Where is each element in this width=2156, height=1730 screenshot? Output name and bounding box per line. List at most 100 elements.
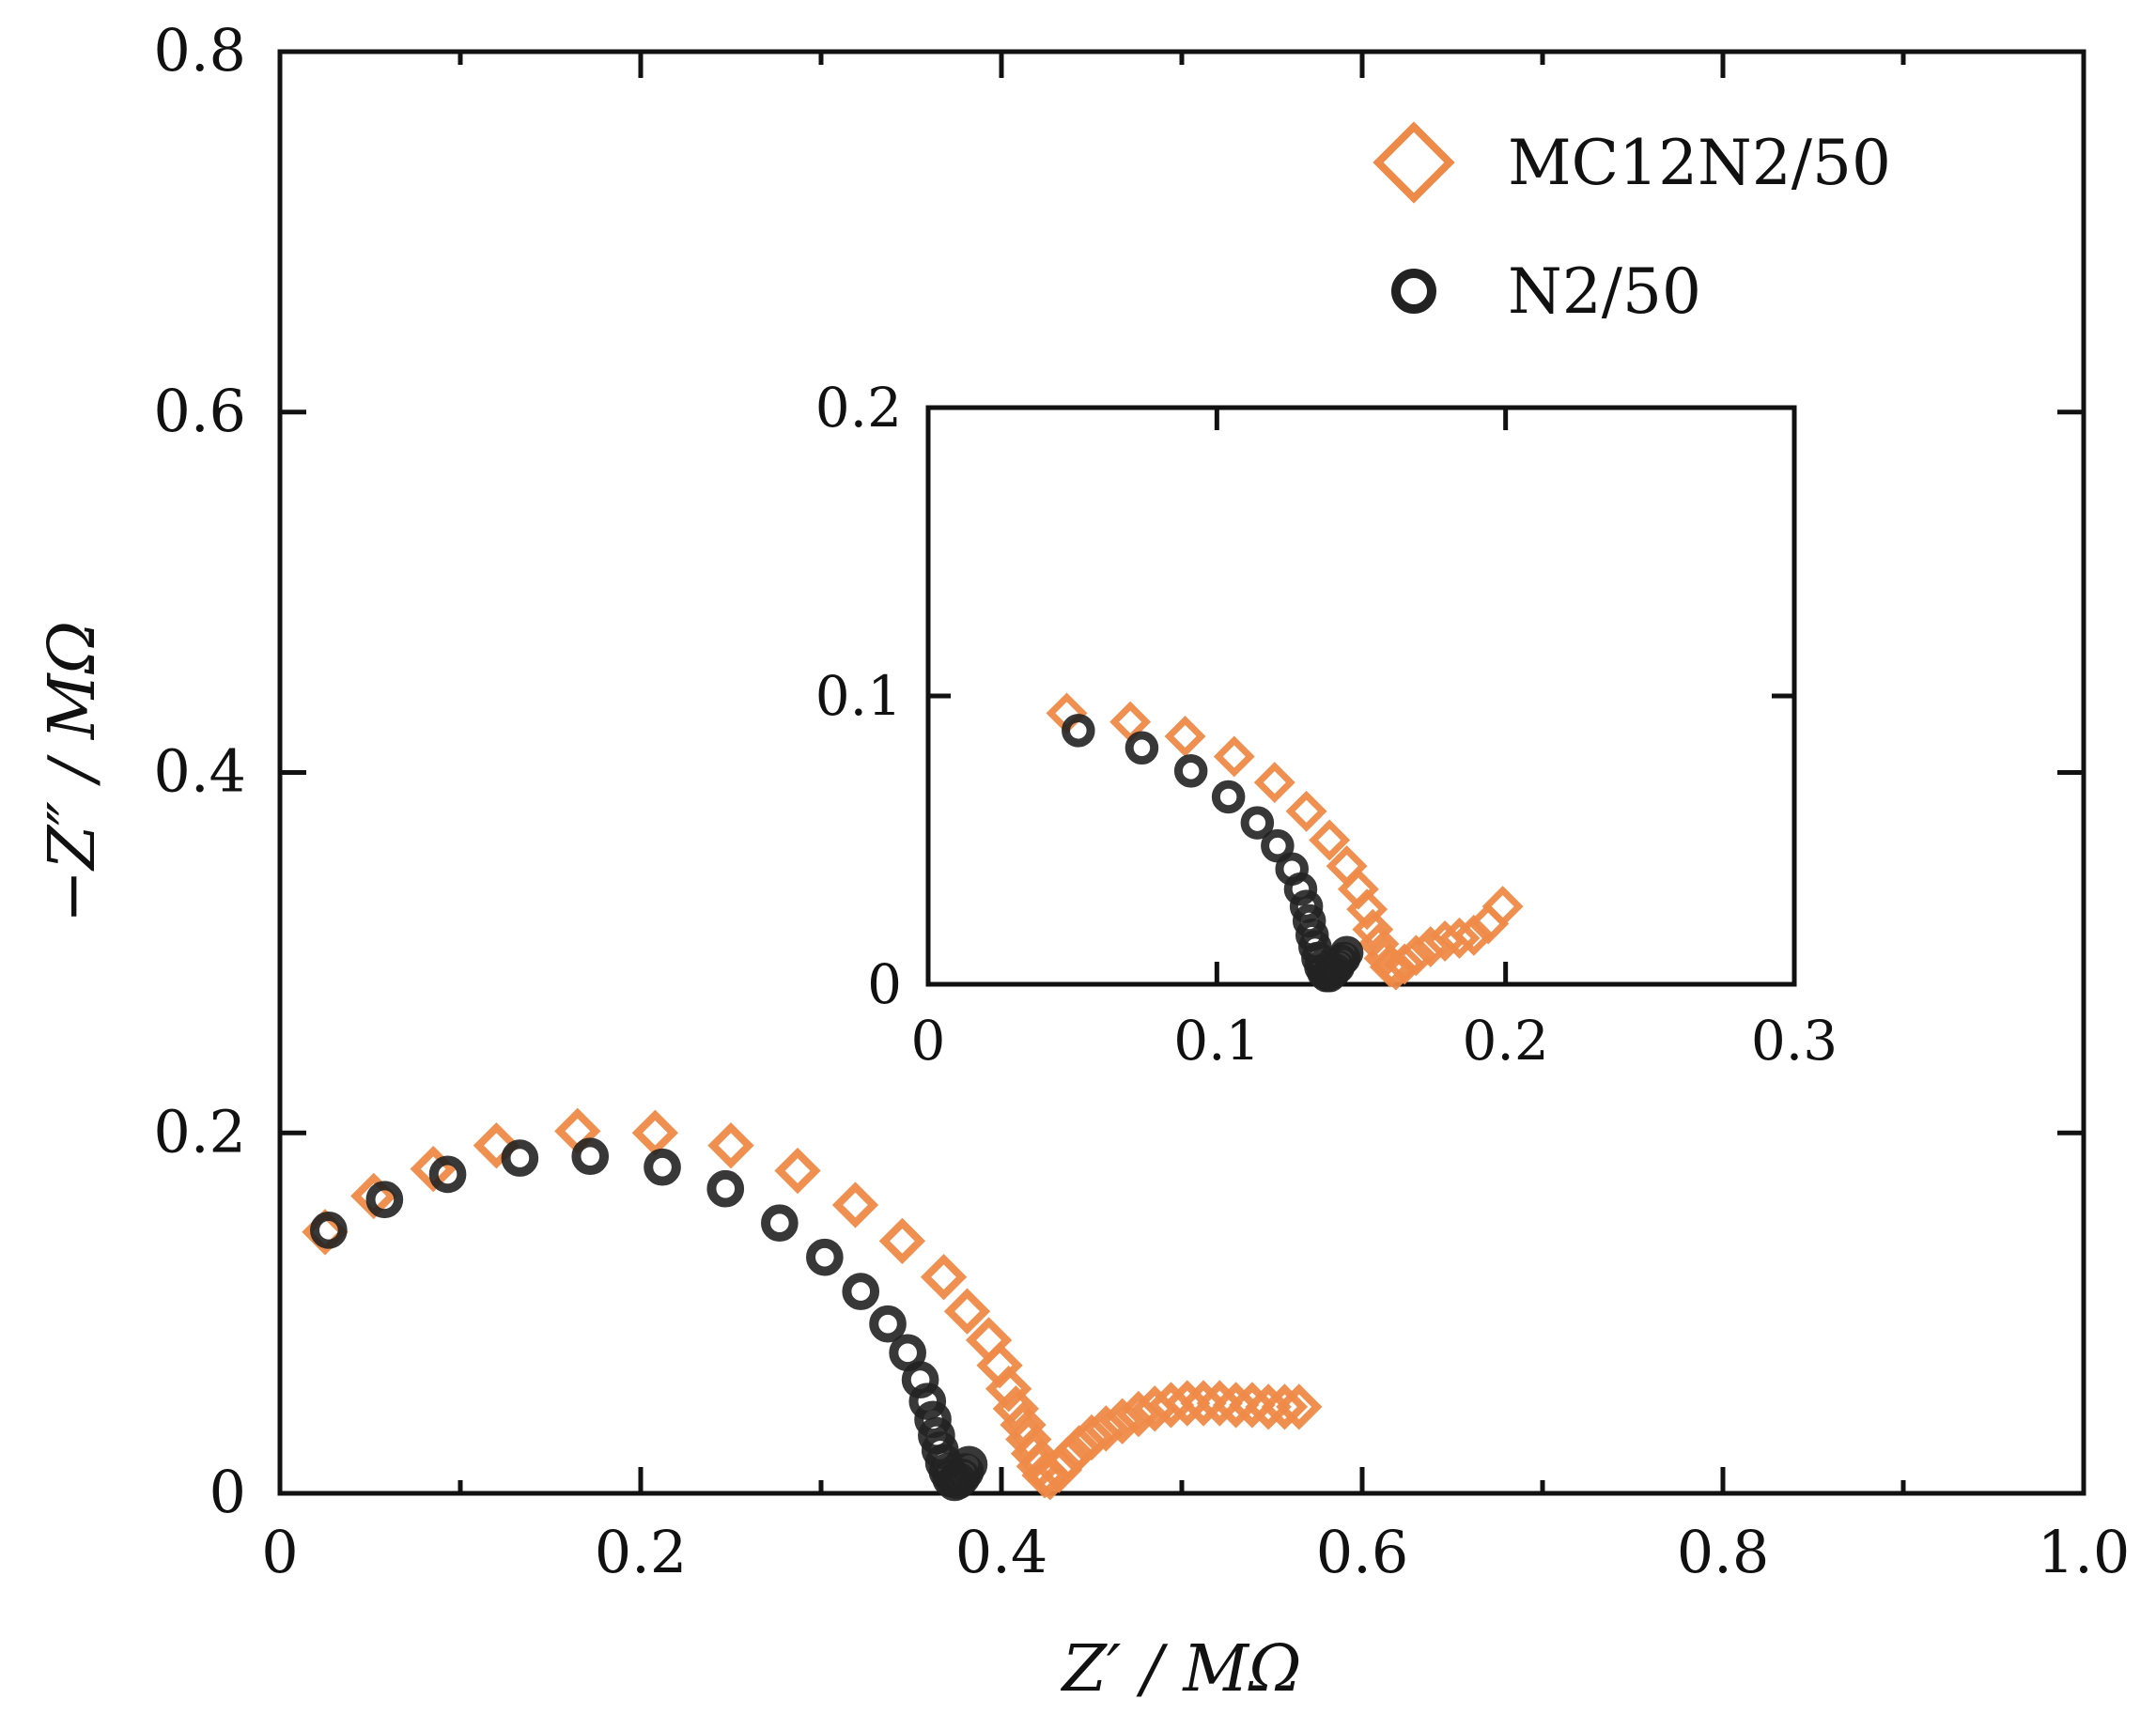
x-axis-title: Z′ / MΩ bbox=[1061, 1632, 1302, 1707]
circle-data-point bbox=[1240, 806, 1275, 840]
inset-ticks bbox=[925, 405, 1797, 987]
circle-data-point bbox=[950, 1445, 988, 1484]
x-tick-label: 0.4 bbox=[955, 1518, 1048, 1586]
diamond-data-point bbox=[1309, 819, 1351, 861]
diamond-data-point bbox=[1180, 1380, 1227, 1427]
circle-data-point bbox=[365, 1181, 404, 1219]
series-N2/50 bbox=[1062, 714, 1364, 993]
diamond-data-point bbox=[1438, 917, 1481, 959]
legend: MC12N2/50 N2/50 bbox=[1373, 121, 1891, 328]
diamond-data-point bbox=[473, 1122, 520, 1169]
diamond-data-point bbox=[1212, 1382, 1260, 1429]
diamond-data-point bbox=[1229, 1382, 1276, 1429]
circle-data-point bbox=[428, 1155, 467, 1194]
x-tick-label: 0.2 bbox=[1463, 1009, 1549, 1073]
diamond-data-point bbox=[1164, 1380, 1211, 1427]
circle-data-point bbox=[1211, 780, 1246, 814]
diamond-data-point bbox=[1068, 1413, 1115, 1461]
x-tick-label: 0 bbox=[261, 1518, 298, 1586]
diamond-data-point bbox=[1196, 1380, 1243, 1427]
circle-data-point bbox=[1261, 828, 1295, 863]
circle-data-point bbox=[1329, 935, 1364, 969]
x-tick-label: 0.1 bbox=[1173, 1009, 1260, 1073]
diamond-data-point bbox=[992, 1385, 1040, 1432]
circle-data-point bbox=[706, 1169, 745, 1208]
diamond-data-point bbox=[878, 1217, 926, 1265]
circle-data-point bbox=[1062, 714, 1095, 748]
diamond-data-point bbox=[831, 1182, 879, 1228]
legend-entry-n2-50: N2/50 bbox=[1391, 255, 1701, 328]
circle-data-point bbox=[842, 1273, 880, 1310]
y-tick-label: 0.4 bbox=[153, 737, 246, 806]
diamond-data-point bbox=[707, 1122, 754, 1169]
diamond-data-point bbox=[1395, 935, 1437, 977]
circle-data-point bbox=[908, 1382, 947, 1420]
legend-label-mc12n2-50: MC12N2/50 bbox=[1508, 127, 1891, 199]
diamond-data-point bbox=[1055, 1425, 1103, 1472]
y-tick-label: 0.1 bbox=[815, 664, 902, 728]
y-tick-label: 0 bbox=[209, 1458, 246, 1526]
x-tick-label: 1.0 bbox=[2038, 1518, 2131, 1586]
inset-y-tick-labels: 0 0.1 0.2 bbox=[815, 376, 902, 1016]
diamond-data-point bbox=[1082, 1405, 1130, 1452]
circle-data-point bbox=[1283, 872, 1318, 906]
x-tick-label: 0 bbox=[911, 1009, 946, 1073]
series-N2/50 bbox=[310, 1137, 988, 1502]
diamond-data-point bbox=[1045, 1435, 1092, 1483]
circle-data-point bbox=[501, 1139, 539, 1177]
diamond-data-point bbox=[920, 1254, 968, 1301]
diamond-data-point bbox=[1384, 943, 1426, 985]
x-tick-label: 0.2 bbox=[595, 1518, 688, 1586]
circle-data-point bbox=[571, 1137, 610, 1176]
y-tick-label: 0.8 bbox=[153, 16, 246, 85]
diamond-data-point bbox=[1245, 1383, 1292, 1430]
main-x-tick-labels: 0 0.2 0.4 0.6 0.8 1.0 bbox=[261, 1518, 2130, 1586]
diamond-data-point bbox=[631, 1109, 679, 1156]
legend-entry-mc12n2-50: MC12N2/50 bbox=[1373, 121, 1891, 204]
y-tick-label: 0.2 bbox=[815, 376, 902, 440]
diamond-data-point bbox=[1352, 908, 1394, 950]
circle-data-point bbox=[310, 1212, 348, 1249]
circle-data-point bbox=[1125, 731, 1159, 765]
legend-circle-marker bbox=[1391, 269, 1436, 314]
y-tick-label: 0.6 bbox=[153, 377, 246, 445]
diamond-data-point bbox=[1481, 886, 1524, 928]
diamond-data-point bbox=[1346, 888, 1388, 931]
diamond-data-point bbox=[1035, 1446, 1083, 1493]
diamond-data-point bbox=[985, 1366, 1032, 1413]
diamond-data-point bbox=[1285, 790, 1327, 832]
y-tick-label: 0.2 bbox=[153, 1097, 246, 1166]
circle-data-point bbox=[644, 1148, 681, 1186]
inset-series bbox=[1046, 692, 1524, 993]
legend-label-n2-50: N2/50 bbox=[1508, 255, 1701, 328]
diamond-data-point bbox=[1253, 762, 1295, 804]
diamond-data-point bbox=[1115, 1390, 1162, 1438]
y-axis-title: −Z″ / MΩ bbox=[36, 621, 110, 923]
circle-data-point bbox=[1173, 754, 1208, 788]
main-ticks bbox=[277, 49, 2086, 1496]
inset-x-tick-labels: 0 0.1 0.2 0.3 bbox=[911, 1009, 1838, 1073]
legend-diamond-marker bbox=[1373, 121, 1455, 204]
x-tick-label: 0.3 bbox=[1751, 1009, 1838, 1073]
x-tick-label: 0.8 bbox=[1677, 1518, 1770, 1586]
circle-data-point bbox=[1289, 889, 1324, 923]
circle-data-point bbox=[869, 1305, 907, 1343]
diamond-data-point bbox=[1261, 1383, 1309, 1430]
diamond-data-point bbox=[1098, 1398, 1146, 1444]
diamond-data-point bbox=[1147, 1382, 1195, 1429]
x-tick-label: 0.6 bbox=[1316, 1518, 1409, 1586]
circle-data-point bbox=[761, 1204, 799, 1243]
y-tick-label: 0 bbox=[867, 952, 902, 1016]
diamond-data-point bbox=[1164, 716, 1206, 757]
diamond-data-point bbox=[1452, 914, 1495, 956]
diamond-data-point bbox=[1276, 1383, 1323, 1430]
diamond-data-point bbox=[774, 1147, 821, 1195]
diamond-data-point bbox=[943, 1288, 991, 1335]
diamond-data-point bbox=[1409, 926, 1451, 968]
diamond-data-point bbox=[1213, 735, 1255, 778]
circle-data-point bbox=[806, 1238, 844, 1276]
main-y-tick-labels: 0 0.2 0.4 0.6 0.8 bbox=[153, 16, 246, 1526]
main-series bbox=[302, 1107, 1323, 1502]
